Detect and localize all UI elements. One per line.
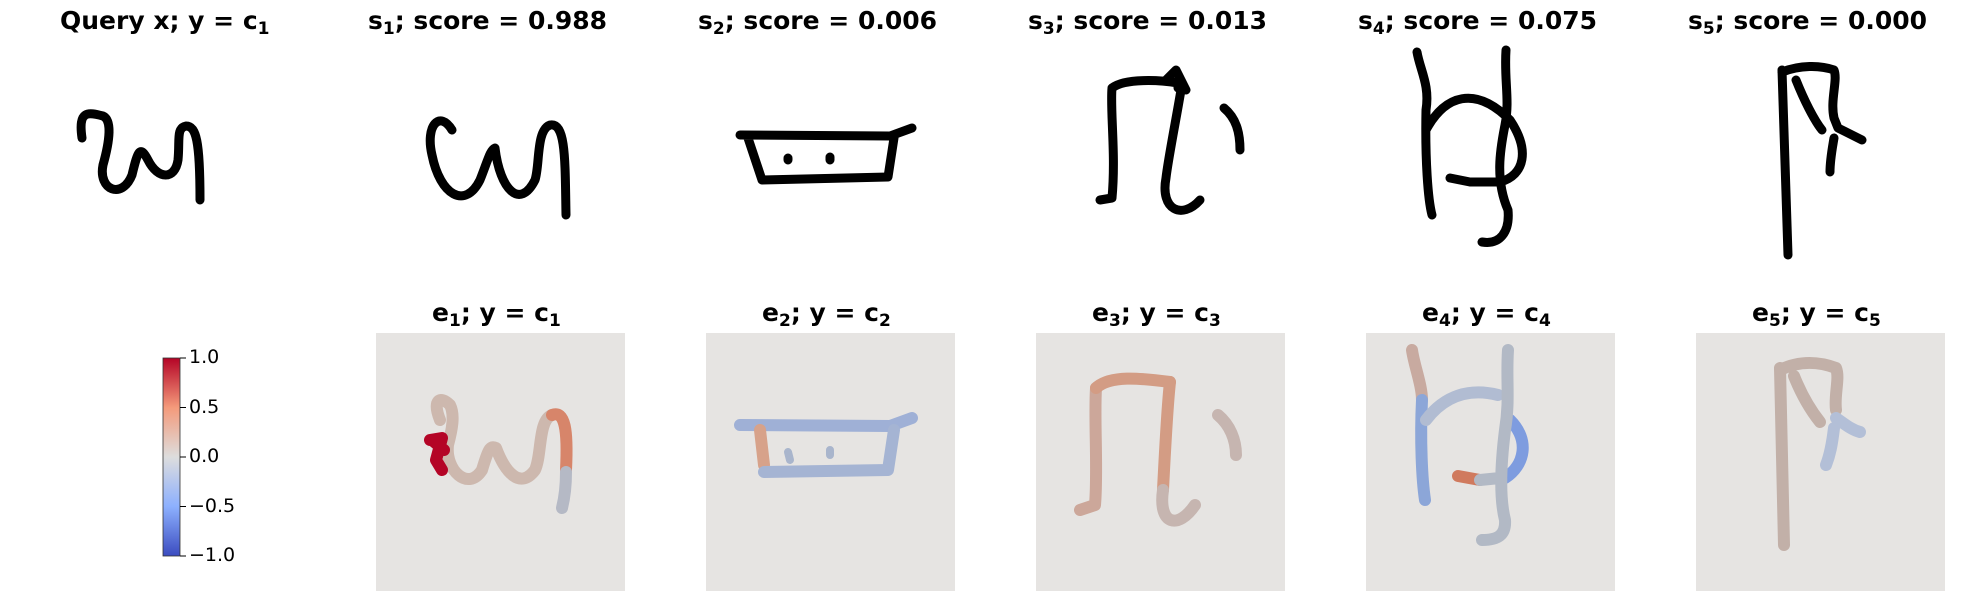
- colorbar: [162, 357, 181, 557]
- sample-glyph-3: [1095, 65, 1245, 215]
- explanation-panel-5: [1696, 333, 1945, 591]
- sample-title-5: s5; score = 0.000: [1688, 6, 1928, 39]
- query-title-sub: 1: [257, 19, 270, 39]
- explanation-stroke-2b: [754, 424, 770, 471]
- colorbar-tick-label-2: 0.5: [189, 396, 220, 418]
- explanation-panel-4: [1366, 333, 1615, 591]
- explanation-title-2: e2; y = c2: [762, 298, 891, 331]
- explanation-stroke-4b: [1415, 394, 1431, 506]
- explanation-title-3: e3; y = c3: [1092, 298, 1221, 331]
- explanation-stroke-1b: [424, 432, 450, 476]
- explanation-stroke-1d: [556, 466, 572, 514]
- query-title-text: Query x; y = c: [60, 6, 258, 35]
- explanation-title-4: e4; y = c4: [1422, 298, 1551, 331]
- sample-title-4: s4; score = 0.075: [1358, 6, 1598, 39]
- explanation-stroke-1c: [546, 408, 573, 476]
- sample-glyph-1: [425, 116, 571, 220]
- explanation-stroke-4c: [1420, 386, 1504, 426]
- sample-title-1: s1; score = 0.988: [368, 6, 608, 39]
- explanation-stroke-3c: [1157, 376, 1176, 496]
- colorbar-tick-label-3: 0.0: [189, 445, 220, 467]
- explanation-stroke-3d: [1156, 409, 1242, 527]
- query-glyph: [76, 109, 205, 205]
- sample-title-3: s3; score = 0.013: [1028, 6, 1268, 39]
- explanation-stroke-2c: [758, 424, 900, 478]
- sample-glyph-4: [1412, 45, 1527, 247]
- colorbar-tick-label-1: 1.0: [189, 346, 220, 368]
- query-title: Query x; y = c1: [60, 6, 269, 39]
- explanation-stroke-1a: [430, 394, 558, 485]
- explanation-stroke-5b: [1820, 412, 1866, 471]
- explanation-title-1: e1; y = c1: [432, 298, 561, 331]
- explanation-stroke-4d: [1499, 414, 1529, 484]
- sample-title-2: s2; score = 0.006: [698, 6, 938, 39]
- explanation-stroke-4f: [1474, 344, 1514, 546]
- colorbar-tick-label-4: −0.5: [189, 495, 236, 517]
- colorbar-tick-label-5: −1.0: [189, 544, 236, 566]
- explanation-title-5: e5; y = c5: [1752, 298, 1881, 331]
- explanation-panel-2: [706, 333, 955, 591]
- explanation-stroke-5a: [1774, 357, 1844, 551]
- explanation-stroke-3b: [1090, 372, 1176, 394]
- sample-glyph-5: [1777, 62, 1867, 260]
- sample-glyph-2: [735, 123, 917, 185]
- explanation-stroke-3a: [1074, 382, 1103, 516]
- explanation-stroke-2d: [784, 446, 834, 464]
